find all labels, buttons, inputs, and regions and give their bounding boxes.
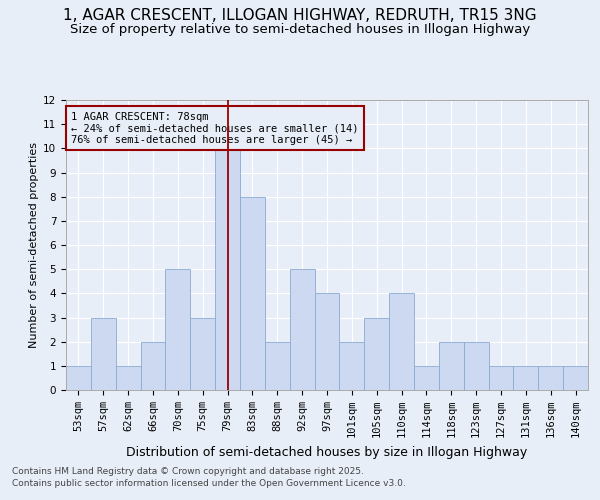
Bar [215,148,240,390]
Bar [464,342,488,390]
Bar [91,318,116,390]
Bar [290,269,314,390]
Bar [439,342,464,390]
Bar [166,269,190,390]
Text: 1, AGAR CRESCENT, ILLOGAN HIGHWAY, REDRUTH, TR15 3NG: 1, AGAR CRESCENT, ILLOGAN HIGHWAY, REDRU… [63,8,537,22]
Y-axis label: Number of semi-detached properties: Number of semi-detached properties [29,142,39,348]
Bar [414,366,439,390]
Bar [563,366,588,390]
Bar [240,196,265,390]
Bar [66,366,91,390]
Bar [538,366,563,390]
Bar [364,318,389,390]
Text: Contains public sector information licensed under the Open Government Licence v3: Contains public sector information licen… [12,478,406,488]
Bar [514,366,538,390]
Bar [340,342,364,390]
Bar [190,318,215,390]
Bar [389,294,414,390]
Bar [140,342,166,390]
Bar [265,342,290,390]
Bar [116,366,140,390]
Text: Contains HM Land Registry data © Crown copyright and database right 2025.: Contains HM Land Registry data © Crown c… [12,467,364,476]
Text: Size of property relative to semi-detached houses in Illogan Highway: Size of property relative to semi-detach… [70,22,530,36]
X-axis label: Distribution of semi-detached houses by size in Illogan Highway: Distribution of semi-detached houses by … [127,446,527,458]
Bar [488,366,514,390]
Bar [314,294,340,390]
Text: 1 AGAR CRESCENT: 78sqm
← 24% of semi-detached houses are smaller (14)
76% of sem: 1 AGAR CRESCENT: 78sqm ← 24% of semi-det… [71,112,359,145]
